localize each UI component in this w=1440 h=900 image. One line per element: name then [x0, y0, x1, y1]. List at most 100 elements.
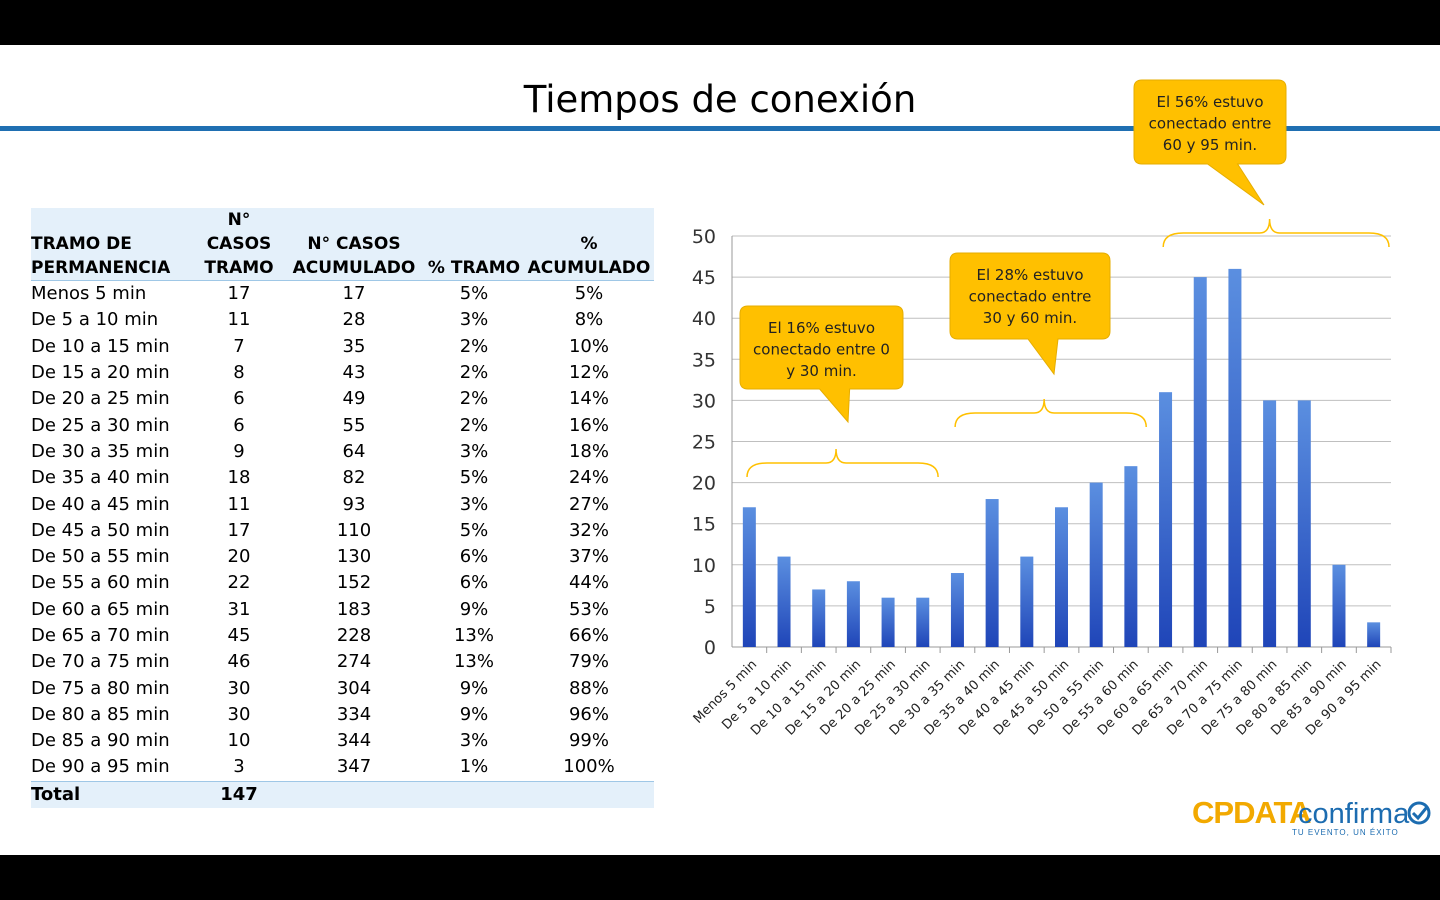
table-cell: 110: [336, 519, 372, 541]
table-cell: 8%: [574, 309, 604, 331]
table-cell: De 75 a 80 min: [31, 677, 170, 699]
table-cell: 2%: [459, 414, 489, 436]
table-cell: 31: [227, 598, 251, 620]
table-cell: 2%: [459, 388, 489, 410]
table-row: De 15 a 20 min 8 43 2% 12%: [31, 360, 654, 386]
bar: [812, 589, 826, 647]
y-tick-label: 5: [704, 596, 716, 618]
table-row: De 85 a 90 min 10 344 3% 99%: [31, 728, 654, 754]
table-cell: 274: [336, 651, 372, 673]
table-cell: De 35 a 40 min: [31, 467, 170, 489]
table-cell: 11: [227, 493, 251, 515]
table-cell: 9%: [459, 677, 489, 699]
table-cell: 55: [342, 414, 366, 436]
bar: [1367, 622, 1381, 647]
table-cell: 5%: [459, 519, 489, 541]
table-cell: De 40 a 45 min: [31, 493, 170, 515]
annotation-text: El 28% estuvo: [976, 266, 1083, 284]
table-cell: 82: [342, 467, 366, 489]
annotation-text: El 56% estuvo: [1156, 93, 1263, 111]
table-cell: 22: [227, 572, 251, 594]
y-tick-label: 45: [692, 267, 716, 289]
y-tick-label: 50: [692, 226, 716, 248]
total-cell: 147: [194, 780, 284, 808]
table-cell: De 45 a 50 min: [31, 519, 170, 541]
annotation-text: conectado entre 0: [753, 341, 890, 359]
svg-text:CPDATA: CPDATA: [1192, 795, 1311, 830]
bar: [1124, 466, 1138, 647]
bar: [1020, 556, 1034, 647]
table-cell: 7: [233, 335, 245, 357]
table-cell: 28: [342, 309, 366, 331]
y-tick-label: 20: [692, 473, 716, 495]
table-cell: 17: [342, 283, 366, 305]
table-cell: 5%: [574, 283, 604, 305]
table-row: De 30 a 35 min 9 64 3% 18%: [31, 439, 654, 465]
table-cell: 2%: [459, 335, 489, 357]
table-row: De 40 a 45 min 11 93 3% 27%: [31, 491, 654, 517]
annotation-text: conectado entre: [1149, 115, 1272, 133]
annotation-text: 30 y 60 min.: [983, 309, 1077, 327]
table-row: De 45 a 50 min 17 110 5% 32%: [31, 518, 654, 544]
table-cell: 6%: [459, 572, 489, 594]
y-tick-label: 30: [692, 390, 716, 412]
table-cell: 35: [342, 335, 366, 357]
table-cell: De 65 a 70 min: [31, 625, 170, 646]
annotation-brace: [954, 398, 1147, 428]
table-cell: 2%: [459, 362, 489, 384]
table-cell: 30: [227, 703, 251, 725]
table-cell: 344: [336, 730, 372, 752]
table-cell: 130: [336, 546, 372, 568]
cpdata-confirma-logo: CPDATA confirma TU EVENTO, UN ÉXITO: [1192, 793, 1432, 838]
table-row: De 60 a 65 min 31 183 9% 53%: [31, 597, 654, 623]
table-cell: 17: [227, 283, 251, 305]
table-cell: 20: [227, 546, 251, 568]
table-cell: 66%: [568, 625, 609, 646]
y-tick-label: 0: [704, 637, 716, 659]
table-cell: 53%: [568, 598, 609, 620]
annotation-callout: [739, 305, 904, 424]
table-row: De 10 a 15 min 7 35 2% 10%: [31, 334, 654, 360]
table-cell: De 15 a 20 min: [31, 362, 170, 384]
bar: [1332, 564, 1346, 647]
table-cell: De 20 a 25 min: [31, 388, 170, 410]
table-cell: 1%: [459, 756, 489, 778]
total-cell: [284, 780, 424, 808]
table-cell: 347: [336, 756, 372, 778]
logo-graphic: CPDATA confirma TU EVENTO, UN ÉXITO: [1192, 795, 1431, 837]
table-cell: 5%: [459, 467, 489, 489]
table-row: De 5 a 10 min 11 28 3% 8%: [31, 307, 654, 333]
table-cell: 3%: [459, 730, 489, 752]
header-casos-acumulado: N° CASOS ACUMULADO: [284, 208, 424, 281]
table-row: De 20 a 25 min 6 49 2% 14%: [31, 386, 654, 412]
bar: [1228, 268, 1242, 647]
table-cell: 96%: [568, 703, 609, 725]
table-cell: 14%: [568, 388, 609, 410]
total-cell: [424, 780, 524, 808]
total-label: Total: [31, 780, 194, 808]
annotation-brace: [746, 448, 939, 478]
bar: [846, 581, 860, 647]
table-row: De 80 a 85 min 30 334 9% 96%: [31, 702, 654, 728]
table-cell: De 60 a 65 min: [31, 598, 170, 620]
table-cell: 3%: [459, 309, 489, 331]
header-tramo: TRAMO DE PERMANENCIA: [31, 208, 194, 281]
table-row: De 65 a 70 min 45 228 13% 66%: [31, 623, 654, 649]
y-tick-label: 35: [692, 349, 716, 371]
annotation-text: conectado entre: [969, 288, 1092, 306]
y-tick-label: 10: [692, 555, 716, 577]
y-tick-label: 40: [692, 308, 716, 330]
table-row: De 90 a 95 min 3 347 1% 100%: [31, 754, 654, 781]
y-tick-label: 25: [692, 432, 716, 454]
svg-text:TU EVENTO, UN ÉXITO: TU EVENTO, UN ÉXITO: [1292, 828, 1399, 837]
table-row: De 50 a 55 min 20 130 6% 37%: [31, 544, 654, 570]
table-cell: 9%: [459, 703, 489, 725]
table-cell: 6: [233, 414, 245, 436]
table-cell: 13%: [453, 651, 494, 673]
table-cell: 11: [227, 309, 251, 331]
annotation-callout: [1133, 79, 1287, 206]
table-cell: 152: [336, 572, 372, 594]
bar: [950, 573, 964, 647]
table-row: De 35 a 40 min 18 82 5% 24%: [31, 465, 654, 491]
